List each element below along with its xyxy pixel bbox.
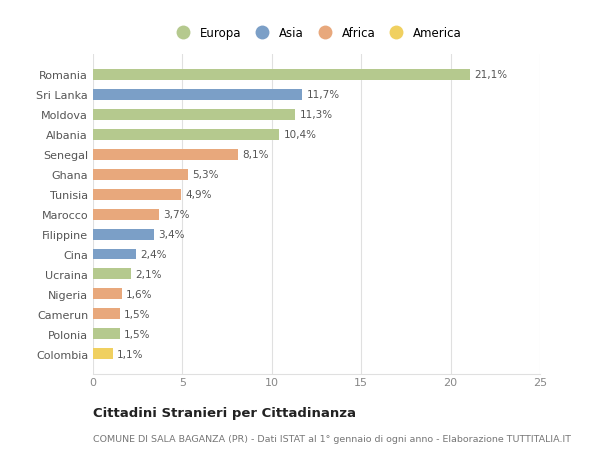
Bar [93,169,188,180]
Text: 2,4%: 2,4% [140,249,167,259]
Text: 10,4%: 10,4% [283,130,316,140]
Text: Cittadini Stranieri per Cittadinanza: Cittadini Stranieri per Cittadinanza [93,406,356,419]
Bar [93,229,154,240]
Text: 21,1%: 21,1% [475,70,508,80]
Text: 3,4%: 3,4% [158,230,185,240]
Bar [93,109,295,120]
Bar [93,329,120,340]
Bar [93,209,159,220]
Bar [93,309,120,320]
Bar [93,189,181,200]
Bar [93,129,279,140]
Bar [93,149,238,160]
Text: 1,5%: 1,5% [124,329,151,339]
Bar [93,349,113,359]
Text: 3,7%: 3,7% [164,210,190,219]
Text: COMUNE DI SALA BAGANZA (PR) - Dati ISTAT al 1° gennaio di ogni anno - Elaborazio: COMUNE DI SALA BAGANZA (PR) - Dati ISTAT… [93,434,571,443]
Text: 2,1%: 2,1% [135,269,161,280]
Bar [93,249,136,260]
Text: 1,1%: 1,1% [117,349,143,359]
Text: 11,7%: 11,7% [307,90,340,100]
Legend: Europa, Asia, Africa, America: Europa, Asia, Africa, America [167,22,466,45]
Bar [93,289,122,300]
Bar [93,70,470,80]
Text: 4,9%: 4,9% [185,190,212,200]
Text: 8,1%: 8,1% [242,150,269,160]
Bar [93,90,302,101]
Text: 5,3%: 5,3% [192,170,219,180]
Bar [93,269,131,280]
Text: 11,3%: 11,3% [299,110,332,120]
Text: 1,6%: 1,6% [126,289,152,299]
Text: 1,5%: 1,5% [124,309,151,319]
